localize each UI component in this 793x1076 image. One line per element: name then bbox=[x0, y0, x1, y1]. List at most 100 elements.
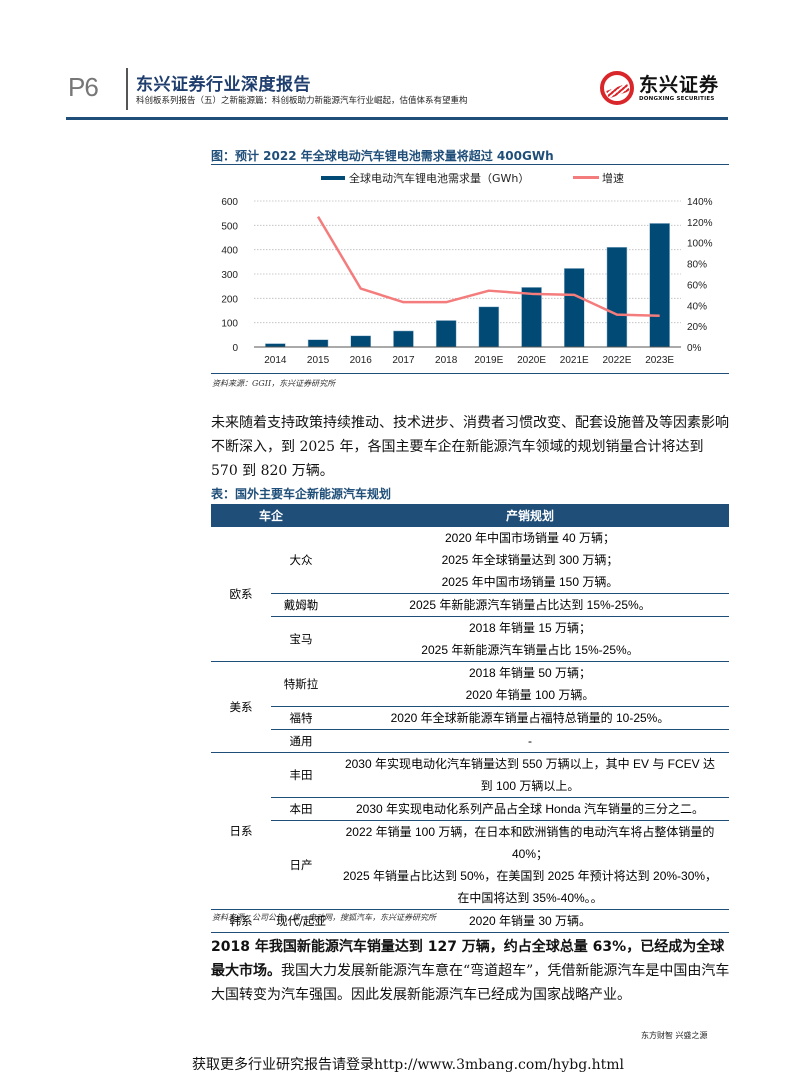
source-rule bbox=[211, 373, 729, 374]
region-cell: 韩系 bbox=[211, 909, 271, 933]
region-cell: 美系 bbox=[211, 661, 271, 753]
plan-cell: 2030 年实现电动化汽车销量达到 550 万辆以上，其中 EV 与 FCEV … bbox=[331, 752, 729, 798]
report-subtitle: 科创板系列报告（五）之新能源篇：科创板助力新能源汽车行业崛起，估值体系有望重构 bbox=[136, 96, 468, 106]
legend-line-label: 增速 bbox=[602, 171, 624, 185]
plan-cell: 2018 年销量 15 万辆； 2025 年新能源汽车销量占比 15%-25%。 bbox=[331, 616, 729, 662]
legend-bar-label: 全球电动汽车锂电池需求量（GWh） bbox=[349, 171, 529, 185]
left-axis-tick: 500 bbox=[221, 221, 238, 232]
x-axis-tick: 2019E bbox=[474, 355, 503, 366]
right-axis-tick: 120% bbox=[687, 218, 713, 229]
left-axis-tick: 0 bbox=[232, 343, 238, 354]
x-axis-tick: 2022E bbox=[602, 355, 631, 366]
table-row: 韩系 现代/起亚 2020 年销量 30 万辆。 bbox=[211, 909, 729, 933]
bar-2014 bbox=[265, 343, 286, 348]
plan-line: 2018 年销量 15 万辆； bbox=[468, 621, 592, 635]
left-axis-tick: 200 bbox=[221, 294, 238, 305]
table-row: 宝马 2018 年销量 15 万辆； 2025 年新能源汽车销量占比 15%-25%… bbox=[211, 616, 729, 662]
table-row: 戴姆勒 2025 年新能源汽车销量占比达到 15%-25%。 bbox=[211, 593, 729, 617]
table-row: 福特 2020 年全球新能源车销量占福特总销量的 10-25%。 bbox=[211, 706, 729, 730]
table-row: 日系 丰田 2030 年实现电动化汽车销量达到 550 万辆以上，其中 EV 与 F… bbox=[211, 752, 729, 910]
x-axis-tick: 2023E bbox=[645, 355, 674, 366]
x-axis-tick: 2015 bbox=[307, 355, 330, 366]
region-cell: 欧系 bbox=[229, 587, 253, 601]
page-number: P6 bbox=[68, 72, 99, 102]
plan-line: 2030 年实现电动化系列产品占全球 Honda 汽车销量的三分之二。 bbox=[355, 802, 705, 816]
plan-line: 2030 年实现电动化汽车销量达到 550 万辆以上，其中 EV 与 FCEV … bbox=[344, 757, 716, 771]
right-axis-tick: 140% bbox=[687, 197, 713, 208]
right-axis-tick: 80% bbox=[687, 260, 707, 271]
plan-line: 在中国将达到 35%-40%。。 bbox=[457, 891, 603, 905]
plan-line: 2025 年中国市场销量 150 万辆。 bbox=[441, 575, 619, 589]
table-row: 日产 2022 年销量 100 万辆，在日本和欧洲销售的电动汽车将占整体销量的 40… bbox=[211, 820, 729, 910]
plan-cell: 2020 年中国市场销量 40 万辆； 2025 年全球销量达到 300 万辆； 2… bbox=[331, 527, 729, 594]
header-rule bbox=[66, 117, 728, 120]
paragraph-outlook: 未来随着支持政策持续推动、技术进步、消费者习惯改变、配套设施普及等因素影响不断深… bbox=[211, 415, 729, 479]
x-axis-tick: 2017 bbox=[392, 355, 415, 366]
plan-line: 到 100 万辆以上。 bbox=[480, 779, 580, 793]
paragraph-market-bold: 2018 年我国新能源汽车销量达到 127 万辆，约占全球总量 63%，已经成为… bbox=[211, 939, 725, 979]
header-plan: 产销规划 bbox=[331, 504, 729, 527]
plan-cell: 2025 年新能源汽车销量占比达到 15%-25%。 bbox=[331, 593, 729, 617]
left-axis-tick: 100 bbox=[221, 319, 238, 330]
company-cell: 福特 bbox=[271, 706, 331, 730]
left-axis-tick: 300 bbox=[221, 270, 238, 281]
company-cell: 宝马 bbox=[271, 616, 331, 662]
right-axis-tick: 40% bbox=[687, 301, 707, 312]
x-axis-tick: 2014 bbox=[264, 355, 287, 366]
table-row: 通用 - bbox=[211, 729, 729, 753]
plan-cell: 2022 年销量 100 万辆，在日本和欧洲销售的电动汽车将占整体销量的 40%；… bbox=[331, 820, 729, 910]
plan-line: 2025 年销量占比达到 50%，在美国到 2025 年预计将达到 20%-30… bbox=[342, 869, 718, 883]
bar-2020E bbox=[521, 287, 542, 348]
plan-line: 2018 年销量 50 万辆； bbox=[468, 666, 592, 680]
report-title: 东兴证券行业深度报告 bbox=[136, 75, 311, 95]
plan-cell: - bbox=[331, 729, 729, 753]
right-axis-tick: 60% bbox=[687, 280, 707, 291]
left-axis-tick: 600 bbox=[221, 197, 238, 208]
right-axis-tick: 0% bbox=[687, 343, 702, 354]
company-cell: 通用 bbox=[271, 729, 331, 753]
bar-2022E bbox=[606, 246, 628, 348]
company-cell: 特斯拉 bbox=[271, 661, 331, 707]
x-axis-tick: 2018 bbox=[435, 355, 458, 366]
region-cell: 日系 bbox=[211, 752, 271, 910]
plan-line: - bbox=[528, 734, 532, 748]
table-title: 表：国外主要车企新能源汽车规划 bbox=[211, 487, 392, 501]
bar-2021E bbox=[564, 268, 585, 348]
plan-line: 40%； bbox=[511, 847, 549, 861]
table-source: 资料来源：公司公告，第一电动网，搜狐汽车，东兴证券研究所 bbox=[212, 913, 436, 922]
company-cell: 现代/起亚 bbox=[271, 909, 331, 933]
header-company: 车企 bbox=[211, 504, 331, 527]
company-logo: 东兴证券 DONGXING SECURITIES bbox=[600, 69, 730, 109]
table-row: 美系 特斯拉 2018 年销量 50 万辆； 2020 年销量 100 万辆。 bbox=[211, 661, 729, 753]
growth-rate-line bbox=[316, 216, 660, 317]
right-axis-tick: 100% bbox=[687, 239, 713, 250]
plan-line: 2025 年全球销量达到 300 万辆； bbox=[441, 553, 619, 567]
right-axis-tick: 20% bbox=[687, 322, 707, 333]
figure-source: 资料来源：GGII，东兴证券研究所 bbox=[212, 379, 336, 388]
footer-motto: 东方财智 兴盛之源 bbox=[641, 1031, 708, 1040]
automaker-plan-table: 车企 产销规划 欧系 大众 2020 年中国市场销量 40 万辆； 2025 年全球销… bbox=[211, 504, 729, 933]
logo-text-en: DONGXING SECURITIES bbox=[639, 96, 715, 102]
chart-legend: 全球电动汽车锂电池需求量（GWh） 增速 bbox=[321, 171, 624, 185]
bar-2023E bbox=[649, 223, 670, 348]
plan-cell: 2020 年全球新能源车销量占福特总销量的 10-25%。 bbox=[331, 706, 729, 730]
plan-line: 2020 年全球新能源车销量占福特总销量的 10-25%。 bbox=[390, 711, 670, 725]
plan-cell: 2018 年销量 50 万辆； 2020 年销量 100 万辆。 bbox=[331, 661, 729, 707]
plan-line: 2025 年新能源汽车销量占比达到 15%-25%。 bbox=[409, 598, 651, 612]
footer-promo-link[interactable]: 获取更多行业研究报告请登录http://www.3mbang.com/hybg.… bbox=[192, 1057, 624, 1073]
bar-2015 bbox=[307, 339, 329, 348]
paragraph-market: 2018 年我国新能源汽车销量达到 127 万辆，约占全球总量 63%，已经成为… bbox=[211, 935, 731, 1007]
plan-cell: 2020 年销量 30 万辆。 bbox=[331, 909, 729, 933]
logo-text-cn: 东兴证券 bbox=[639, 74, 720, 96]
bar-2018 bbox=[435, 320, 457, 348]
company-cell: 本田 bbox=[271, 797, 331, 821]
bar-2019E bbox=[478, 306, 500, 348]
plan-line: 2022 年销量 100 万辆，在日本和欧洲销售的电动汽车将占整体销量的 bbox=[345, 825, 715, 839]
header-divider bbox=[126, 68, 128, 110]
bar-2017 bbox=[393, 330, 414, 348]
plan-cell: 2030 年实现电动化系列产品占全球 Honda 汽车销量的三分之二。 bbox=[331, 797, 729, 821]
company-cell: 日产 bbox=[271, 820, 331, 910]
logo-emblem-icon bbox=[600, 71, 634, 105]
company-cell: 戴姆勒 bbox=[271, 593, 331, 617]
plan-line: 2020 年中国市场销量 40 万辆； bbox=[444, 531, 616, 545]
